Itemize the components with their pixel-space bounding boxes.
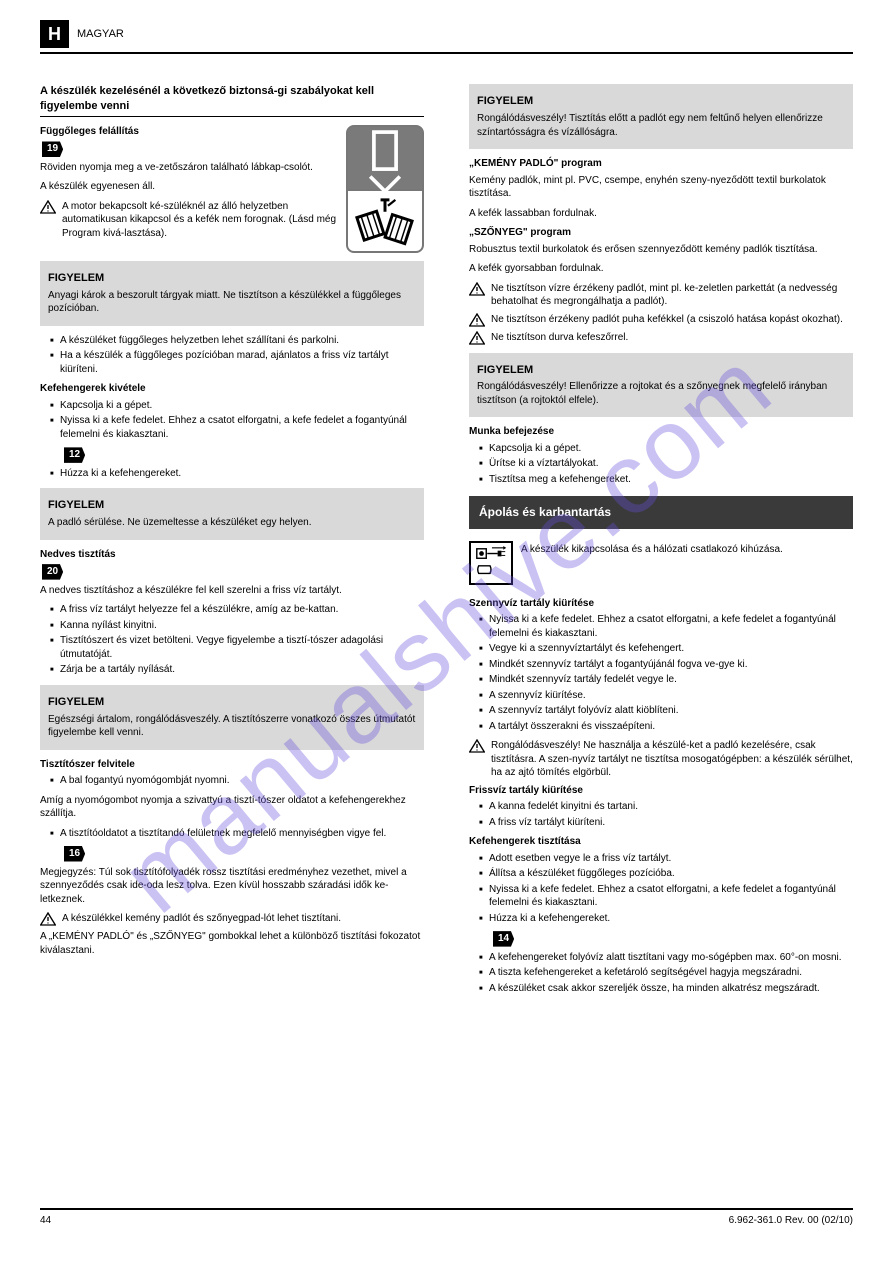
box-heading: FIGYELEM xyxy=(48,695,416,710)
box-heading: FIGYELEM xyxy=(48,498,416,513)
machine-upright-icon xyxy=(348,127,422,189)
sub-heading: Frissvíz tartály kiürítése xyxy=(469,784,853,798)
box-heading: FIGYELEM xyxy=(477,363,845,378)
warning-icon xyxy=(469,331,485,345)
list-item: Nyissa ki a kefe fedelet. Ehhez a csatot… xyxy=(479,883,853,910)
list-item: Húzza ki a kefehengereket. xyxy=(479,912,853,926)
list-item: A friss víz tartályt kiüríteni. xyxy=(479,816,853,830)
attention-box: FIGYELEM A padló sérülése. Ne üzemeltess… xyxy=(40,488,424,539)
sub-heading: Szennyvíz tartály kiürítése xyxy=(469,597,853,611)
page-header: H MAGYAR xyxy=(40,20,853,54)
list-item: A készüléket csak akkor szereljék össze,… xyxy=(479,982,853,996)
box-body: Egészségi ártalom, rongálódásveszély. A … xyxy=(48,713,416,740)
list-item: Húzza ki a kefehengereket. xyxy=(50,467,424,481)
box-heading: FIGYELEM xyxy=(477,94,845,109)
warning-text: Ne tisztítson érzékeny padlót puha kefék… xyxy=(491,313,843,327)
list-item: Tisztítószert és vizet betölteni. Vegye … xyxy=(50,634,424,661)
sub-heading: Nedves tisztítás xyxy=(40,548,424,562)
list-item: A friss víz tartályt helyezze fel a kész… xyxy=(50,603,424,617)
list-item: Vegye ki a szennyvíztartályt és kefeheng… xyxy=(479,642,853,656)
list-item: A tiszta kefehengereket a kefetároló seg… xyxy=(479,966,853,980)
section-title: A készülék kezelésénél a következő bizto… xyxy=(40,84,424,117)
sub-heading: Tisztítószer felvitele xyxy=(40,758,424,772)
right-column: FIGYELEM Rongálódásveszély! Tisztítás el… xyxy=(469,84,853,1001)
page-footer: 44 6.962-361.0 Rev. 00 (02/10) xyxy=(40,1208,853,1228)
attention-box: FIGYELEM Egészségi ártalom, rongálódásve… xyxy=(40,685,424,750)
warning-text: Ne tisztítson vízre érzékeny padlót, min… xyxy=(491,282,853,309)
warning-icon xyxy=(469,282,485,296)
list-item: Ha a készülék a függőleges pozícióban ma… xyxy=(50,349,424,376)
figure-ref: 12 xyxy=(64,447,85,463)
lang-name: MAGYAR xyxy=(77,27,124,42)
list-item: A kanna fedelét kinyitni és tartani. xyxy=(479,800,853,814)
warning-icon xyxy=(40,912,56,926)
list-item: A szennyvíz kiürítése. xyxy=(479,689,853,703)
list-item: Ürítse ki a víztartályokat. xyxy=(479,457,853,471)
doc-code: 6.962-361.0 Rev. 00 (02/10) xyxy=(729,1214,853,1228)
list-item: Kapcsolja ki a gépet. xyxy=(50,399,424,413)
brushes-apart-icon xyxy=(348,189,422,251)
list-item: A kefehengereket folyóvíz alatt tisztíta… xyxy=(479,951,853,965)
attention-box: FIGYELEM Rongálódásveszély! Tisztítás el… xyxy=(469,84,853,149)
figure-ref: 19 xyxy=(42,141,63,157)
attention-box: FIGYELEM Rongálódásveszély! Ellenőrizze … xyxy=(469,353,853,418)
list-item: A tisztítóoldatot a tisztítandó felületn… xyxy=(50,827,424,841)
list-item: A bal fogantyú nyomógombját nyomni. xyxy=(50,774,424,788)
sub-heading: Kefehengerek kivétele xyxy=(40,382,424,396)
warning-text: Rongálódásveszély! Ne használja a készül… xyxy=(491,739,853,780)
figure-ref: 16 xyxy=(64,846,85,862)
list-item: Állítsa a készüléket függőleges pozíciób… xyxy=(479,867,853,881)
box-body: Anyagi károk a beszorult tárgyak miatt. … xyxy=(48,289,416,316)
box-body: A padló sérülése. Ne üzemeltesse a készü… xyxy=(48,516,416,530)
left-column: A készülék kezelésénél a következő bizto… xyxy=(40,84,424,1001)
page-number: 44 xyxy=(40,1215,51,1226)
list-item: A tartályt összerakni és visszaépíteni. xyxy=(479,720,853,734)
figure-ref: 20 xyxy=(42,564,63,580)
attention-box: FIGYELEM Anyagi károk a beszorult tárgya… xyxy=(40,261,424,326)
list-item: A szennyvíz tartályt folyóvíz alatt kiöb… xyxy=(479,704,853,718)
box-body: Rongálódásveszély! Ellenőrizze a rojtoka… xyxy=(477,380,845,407)
text: A kefék gyorsabban fordulnak. xyxy=(469,262,853,276)
text: A nedves tisztításhoz a készülékre fel k… xyxy=(40,584,424,598)
list-item: A készüléket függőleges helyzetben lehet… xyxy=(50,334,424,348)
text: A készülék kikapcsolása és a hálózati cs… xyxy=(521,543,783,557)
text: Kemény padlók, mint pl. PVC, csempe, eny… xyxy=(469,174,853,201)
text: A kefék lassabban fordulnak. xyxy=(469,207,853,221)
program-name: „SZŐNYEG" program xyxy=(469,226,853,240)
sub-heading: Kefehengerek tisztítása xyxy=(469,835,853,849)
warning-icon xyxy=(40,200,56,214)
warning-text: Ne tisztítson durva kefeszőrrel. xyxy=(491,331,628,345)
list-item: Kanna nyílást kinyitni. xyxy=(50,619,424,633)
text: A „KEMÉNY PADLÓ" és „SZŐNYEG" gombokkal … xyxy=(40,930,424,957)
list-item: Mindkét szennyvíz tartály fedelét vegye … xyxy=(479,673,853,687)
list-item: Zárja be a tartály nyílását. xyxy=(50,663,424,677)
box-body: Rongálódásveszély! Tisztítás előtt a pad… xyxy=(477,112,845,139)
list-item: Mindkét szennyvíz tartályt a fogantyúján… xyxy=(479,658,853,672)
list-item: Nyissa ki a kefe fedelet. Ehhez a csatot… xyxy=(50,414,424,441)
warning-text: A készülékkel kemény padlót és szőnyegpa… xyxy=(62,912,341,926)
sub-heading: Munka befejezése xyxy=(469,425,853,439)
box-heading: FIGYELEM xyxy=(48,271,416,286)
warning-icon xyxy=(469,739,485,753)
vertical-position-icon-stack xyxy=(346,125,424,253)
text: Robusztus textil burkolatok és erősen sz… xyxy=(469,243,853,257)
program-name: „KEMÉNY PADLÓ" program xyxy=(469,157,853,171)
warning-icon xyxy=(469,313,485,327)
list-item: Kapcsolja ki a gépet. xyxy=(479,442,853,456)
lang-badge: H xyxy=(40,20,69,48)
list-item: Adott esetben vegye le a friss víz tartá… xyxy=(479,852,853,866)
unplug-icon xyxy=(469,541,513,585)
care-maintenance-heading: Ápolás és karbantartás xyxy=(469,496,853,528)
list-item: Tisztítsa meg a kefehengereket. xyxy=(479,473,853,487)
text: Megjegyzés: Túl sok tisztítófolyadék ros… xyxy=(40,866,424,907)
list-item: Nyissa ki a kefe fedelet. Ehhez a csatot… xyxy=(479,613,853,640)
figure-ref: 14 xyxy=(493,931,514,947)
text: Amíg a nyomógombot nyomja a szivattyú a … xyxy=(40,794,424,821)
warning-text: A motor bekapcsolt ké-szüléknél az álló … xyxy=(62,200,338,241)
